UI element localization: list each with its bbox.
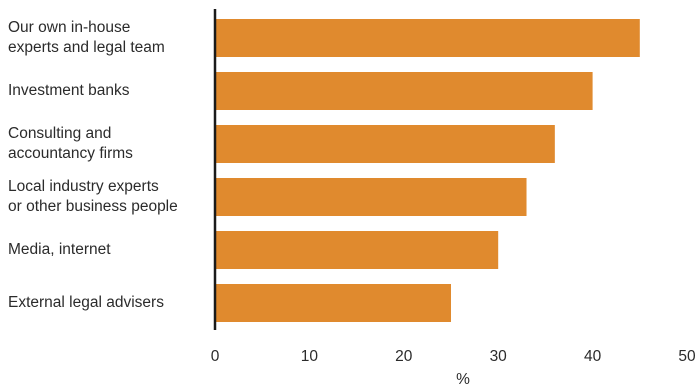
x-tick-label: 40 xyxy=(584,348,602,365)
category-label: Investment banks xyxy=(8,82,130,99)
x-tick-label: 10 xyxy=(301,348,319,365)
category-label-line: External legal advisers xyxy=(8,294,164,311)
bar xyxy=(215,284,451,322)
bars-group xyxy=(215,19,640,322)
category-label-line: or other business people xyxy=(8,198,178,215)
category-label: Consulting and accountancy firms xyxy=(8,125,133,162)
x-tick-label: 20 xyxy=(395,348,413,365)
category-label-line: Consulting and xyxy=(8,125,111,142)
x-tick-label: 0 xyxy=(211,348,220,365)
bar xyxy=(215,72,593,110)
category-label-line: Media, internet xyxy=(8,241,111,258)
category-label-line: Local industry experts xyxy=(8,178,159,195)
category-label-line: Our own in-house xyxy=(8,19,130,36)
category-label-line: Investment banks xyxy=(8,82,130,99)
category-label-line: accountancy firms xyxy=(8,145,133,162)
x-tick-label: 50 xyxy=(678,348,696,365)
bar xyxy=(215,231,499,269)
bar xyxy=(215,19,640,57)
category-label: Our own in-house experts and legal team xyxy=(8,19,165,56)
x-tick-labels: 0 10 20 30 40 50 xyxy=(211,348,696,365)
x-axis-title: % xyxy=(456,371,470,388)
category-labels: Our own in-house experts and legal team In… xyxy=(8,19,178,311)
x-tick-label: 30 xyxy=(490,348,508,365)
category-label: Media, internet xyxy=(8,241,111,258)
category-label: Local industry experts or other business … xyxy=(8,178,178,215)
bar xyxy=(215,125,555,163)
bar xyxy=(215,178,527,216)
category-label: External legal advisers xyxy=(8,294,164,311)
category-label-line: experts and legal team xyxy=(8,39,165,56)
